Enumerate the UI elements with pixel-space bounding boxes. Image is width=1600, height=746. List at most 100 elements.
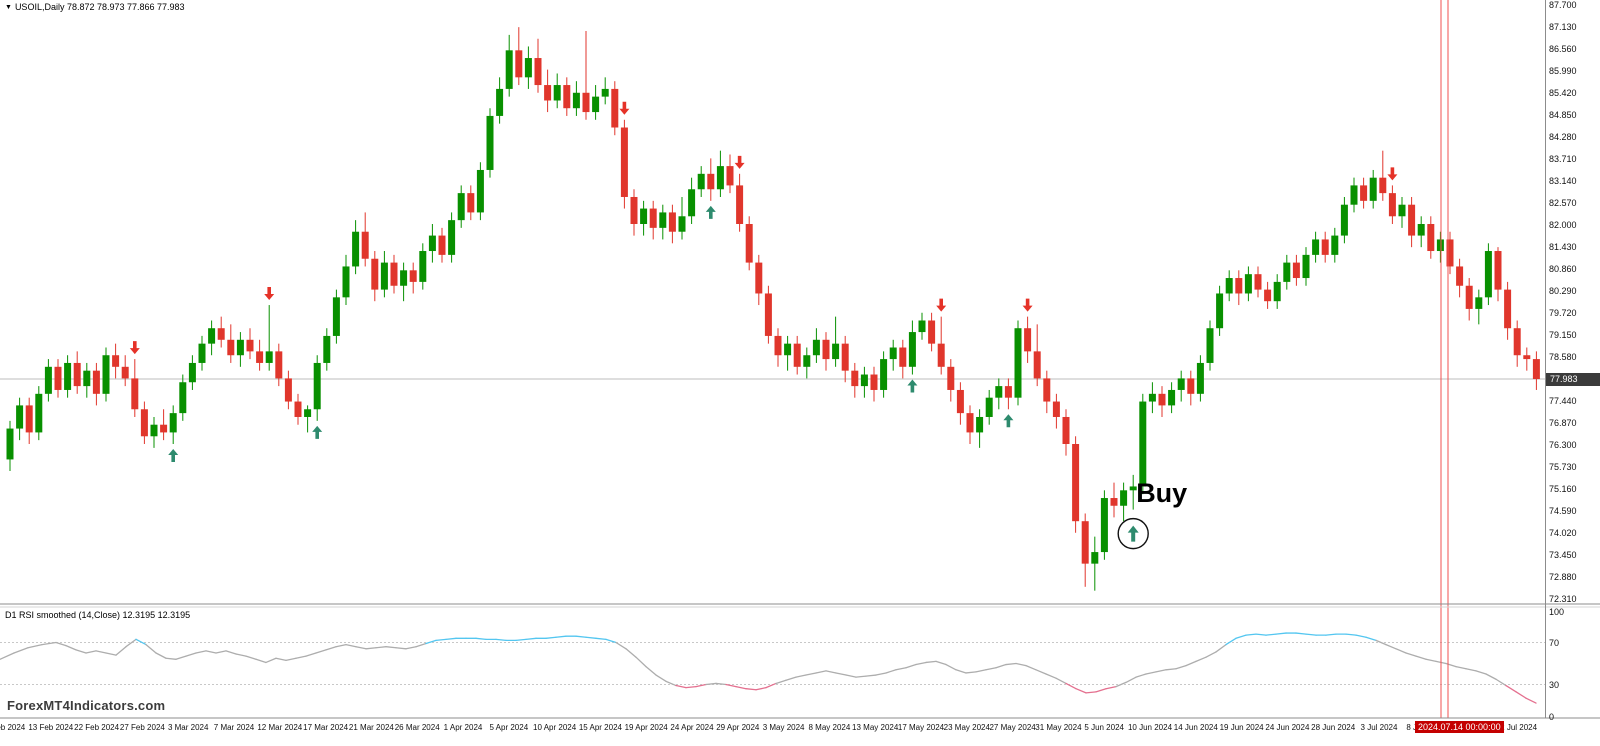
- price-axis[interactable]: 87.700 87.130 86.560 85.990 85.420 84.850 84.2…: [1547, 0, 1600, 746]
- rsi-line-segment: [255, 658, 267, 664]
- candle-body-up: [985, 397, 993, 417]
- candle-body-up: [1484, 251, 1492, 298]
- candle-body-down: [121, 366, 129, 379]
- date-tick-label: 1 Apr 2024: [443, 723, 483, 732]
- rsi-line-segment: [335, 643, 347, 648]
- rsi-line-segment: [755, 687, 767, 691]
- date-tick-label: 3 May 2024: [762, 723, 805, 732]
- date-tick-label: 5 Apr 2024: [489, 723, 529, 732]
- sell-arrow-icon: [936, 298, 947, 312]
- candle-body-down: [275, 351, 283, 379]
- rsi-line-segment: [805, 672, 817, 676]
- candle-body-up: [476, 169, 484, 213]
- rsi-line-segment: [1395, 648, 1407, 654]
- date-tick-label: 23 May 2024: [943, 723, 990, 732]
- price-tick-label: 84.280: [1549, 131, 1577, 142]
- candle-body-down: [467, 193, 475, 213]
- price-tick-label: 82.570: [1549, 197, 1577, 208]
- candle-body-down: [707, 173, 715, 190]
- buy-annotation-circle[interactable]: [1117, 517, 1149, 550]
- candle-body-down: [1292, 262, 1300, 279]
- rsi-line-segment: [205, 650, 217, 654]
- rsi-line-segment: [825, 670, 837, 674]
- rsi-line-segment: [305, 652, 317, 657]
- candle-body-down: [361, 231, 369, 259]
- candle-body-down: [256, 351, 264, 363]
- candle-body-down: [1081, 521, 1089, 564]
- rsi-line-segment: [155, 652, 167, 659]
- rsi-line-segment: [1455, 666, 1467, 670]
- candle-body-up: [1225, 278, 1233, 294]
- rsi-line-segment: [675, 684, 687, 689]
- candle-body-up: [6, 428, 14, 460]
- sell-arrow-icon: [129, 341, 140, 355]
- rsi-line-segment: [745, 688, 757, 691]
- date-tick-label: 31 May 2024: [1035, 723, 1082, 732]
- candle-body-down: [726, 166, 734, 186]
- price-tick-label: 75.160: [1549, 483, 1577, 494]
- date-tick-label: 8 May 2024: [808, 723, 851, 732]
- rsi-line-segment: [905, 663, 917, 669]
- candle-body-up: [1196, 362, 1204, 394]
- candle-body-up: [304, 409, 312, 417]
- candle-body-down: [956, 389, 964, 414]
- date-tick-label: 15 Apr 2024: [578, 723, 622, 732]
- candle-body-down: [515, 50, 523, 78]
- rsi-line-segment: [1045, 673, 1057, 679]
- candle-body-up: [1350, 185, 1358, 205]
- candle-body-up: [169, 413, 177, 433]
- rsi-level-label: 0: [1549, 711, 1555, 722]
- rsi-line-segment: [1075, 688, 1087, 694]
- candle-body-up: [524, 58, 532, 78]
- candle-body-down: [736, 185, 744, 224]
- candle-body-up: [1139, 401, 1147, 487]
- date-tick-label: 13 Feb 2024: [28, 723, 74, 732]
- rsi-line-segment: [375, 646, 387, 649]
- candle-body-up: [1312, 239, 1320, 255]
- candle-body-down: [1532, 359, 1540, 380]
- price-tick-label: 87.700: [1549, 0, 1577, 10]
- candle-body-down: [668, 212, 676, 232]
- candle-body-down: [73, 362, 81, 387]
- rsi-line-segment: [1005, 662, 1017, 666]
- rsi-line-segment: [13, 647, 29, 654]
- candle-body-up: [688, 189, 696, 217]
- candle-body-up: [1436, 239, 1444, 252]
- candle-body-down: [563, 85, 571, 109]
- vline-time-label: 2024.07.14 00:00:00: [1415, 721, 1504, 733]
- rsi-line-segment: [1215, 643, 1227, 653]
- rsi-indicator-label: D1 RSI smoothed (14,Close) 12.3195 12.31…: [5, 610, 191, 620]
- rsi-line-segment: [1425, 658, 1437, 663]
- candle-body-up: [208, 328, 216, 344]
- candle-body-down: [92, 370, 100, 394]
- rsi-line-segment: [145, 643, 157, 654]
- candle-body-down: [217, 328, 225, 340]
- date-tick-label: 21 Mar 2024: [348, 723, 394, 732]
- price-tick-label: 74.590: [1549, 505, 1577, 516]
- rsi-line-segment: [1345, 633, 1357, 636]
- candle-body-up: [332, 297, 340, 336]
- symbol-ohlc-text: USOIL,Daily 78.872 78.973 77.866 77.983: [14, 2, 185, 12]
- buy-arrow-icon: [705, 205, 716, 219]
- rsi-line-segment: [225, 650, 237, 655]
- candle-body-down: [841, 343, 849, 371]
- rsi-line-segment: [975, 669, 987, 673]
- rsi-line-segment: [1195, 656, 1207, 663]
- rsi-line-segment: [575, 635, 587, 638]
- rsi-line-segment: [1065, 682, 1077, 690]
- buy-annotation-arrow-icon: [1127, 525, 1139, 542]
- rsi-line-segment: [555, 635, 567, 638]
- candle-body-up: [784, 343, 792, 356]
- rsi-line-segment: [1385, 643, 1397, 650]
- candle-body-up: [83, 370, 91, 387]
- rsi-line-segment: [585, 636, 597, 639]
- candle-body-down: [822, 339, 830, 360]
- buy-annotation-label[interactable]: Buy: [1136, 477, 1188, 508]
- candle-body-down: [371, 258, 379, 290]
- candle-body-up: [419, 251, 427, 282]
- rsi-line-segment: [1085, 691, 1097, 694]
- candle-body-up: [457, 193, 465, 221]
- rsi-line-segment: [795, 674, 807, 678]
